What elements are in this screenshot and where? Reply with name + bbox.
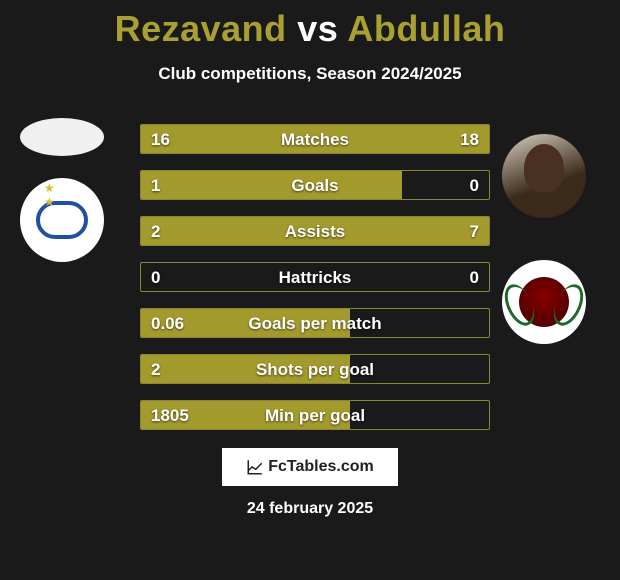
stat-label: Goals per match: [141, 309, 489, 338]
stat-value-right: 0: [470, 171, 479, 200]
stats-container: 16Matches181Goals02Assists70Hattricks00.…: [140, 124, 490, 446]
stat-row: 0.06Goals per match: [140, 308, 490, 338]
stat-value-right: 7: [470, 217, 479, 246]
stat-label: Hattricks: [141, 263, 489, 292]
player2-avatar: [502, 134, 586, 218]
player2-name: Abdullah: [347, 8, 505, 49]
brand-logo[interactable]: FcTables.com: [222, 448, 398, 486]
chart-icon: [246, 458, 264, 476]
stat-label: Min per goal: [141, 401, 489, 430]
player1-name: Rezavand: [115, 8, 287, 49]
subtitle: Club competitions, Season 2024/2025: [0, 64, 620, 84]
vs-text: vs: [297, 8, 338, 49]
stat-value-right: 18: [460, 125, 479, 154]
stat-row: 1Goals0: [140, 170, 490, 200]
stat-row: 0Hattricks0: [140, 262, 490, 292]
footer-date: 24 february 2025: [0, 500, 620, 518]
comparison-title: Rezavand vs Abdullah: [0, 0, 620, 50]
player2-club-badge: [502, 260, 586, 344]
stat-row: 1805Min per goal: [140, 400, 490, 430]
player1-club-badge: [20, 178, 104, 262]
stat-label: Assists: [141, 217, 489, 246]
brand-text: FcTables.com: [268, 458, 374, 476]
stat-value-right: 0: [470, 263, 479, 292]
stat-label: Matches: [141, 125, 489, 154]
player1-avatar: [20, 118, 104, 156]
stat-label: Goals: [141, 171, 489, 200]
stat-row: 16Matches18: [140, 124, 490, 154]
stat-row: 2Assists7: [140, 216, 490, 246]
stat-row: 2Shots per goal: [140, 354, 490, 384]
stat-label: Shots per goal: [141, 355, 489, 384]
